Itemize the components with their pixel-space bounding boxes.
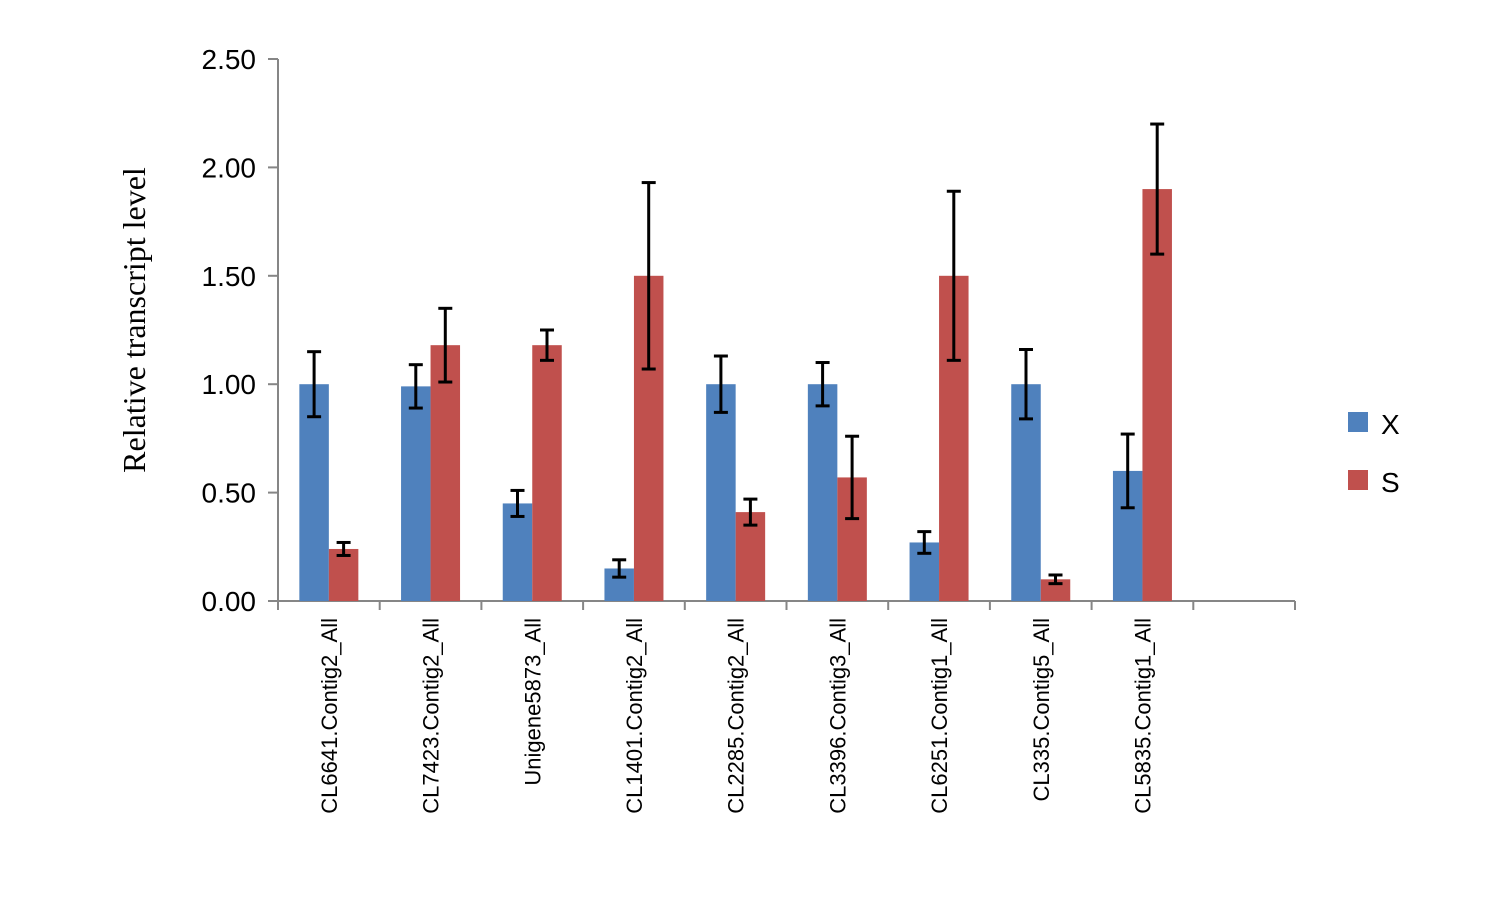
legend-label-s: S [1381,467,1400,498]
bar-s [735,512,766,601]
x-tick-label: CL6641.Contig2_All [317,618,342,814]
y-tick-label: 0.50 [202,478,257,509]
x-tick-label: CL2285.Contig2_All [724,618,749,814]
legend-swatch-x [1348,412,1368,432]
y-axis-ticks: 0.00 0.50 1.00 1.50 2.00 2.50 [202,44,278,617]
bar-s [328,548,359,601]
y-tick-label: 0.00 [202,586,257,617]
y-axis-label: Relative transcript level [116,167,152,473]
legend-swatch-s [1348,470,1368,490]
x-tick-label: CL7423.Contig2_All [419,618,444,814]
x-tick-label: Unigene5873_All [520,618,545,786]
bar-s [532,345,562,601]
x-tick-label: CL5835.Contig1_All [1130,618,1155,814]
y-tick-label: 2.00 [202,152,257,183]
y-tick-label: 2.50 [202,44,257,75]
x-tick-label: CL1401.Contig2_All [622,618,647,814]
legend: XS [1348,409,1400,498]
bar-x [706,384,736,601]
x-axis-labels: CL6641.Contig2_All CL7423.Contig2_All Unig… [317,618,1156,814]
x-tick-label: CL3396.Contig3_All [825,618,850,814]
x-tick-label: CL6251.Contig1_All [927,618,952,814]
plot-area [277,59,1296,610]
x-tick-label: CL335.Contig5_All [1029,618,1054,801]
bar-s [430,345,461,601]
bar-s [1040,579,1071,601]
bar-s [1142,189,1172,601]
y-tick-label: 1.50 [202,261,257,292]
bar-x [807,384,838,601]
bar-x [299,384,329,601]
y-tick-label: 1.00 [202,369,257,400]
bar-x [401,386,431,601]
bar-x [502,503,533,601]
legend-label-x: X [1381,409,1400,440]
